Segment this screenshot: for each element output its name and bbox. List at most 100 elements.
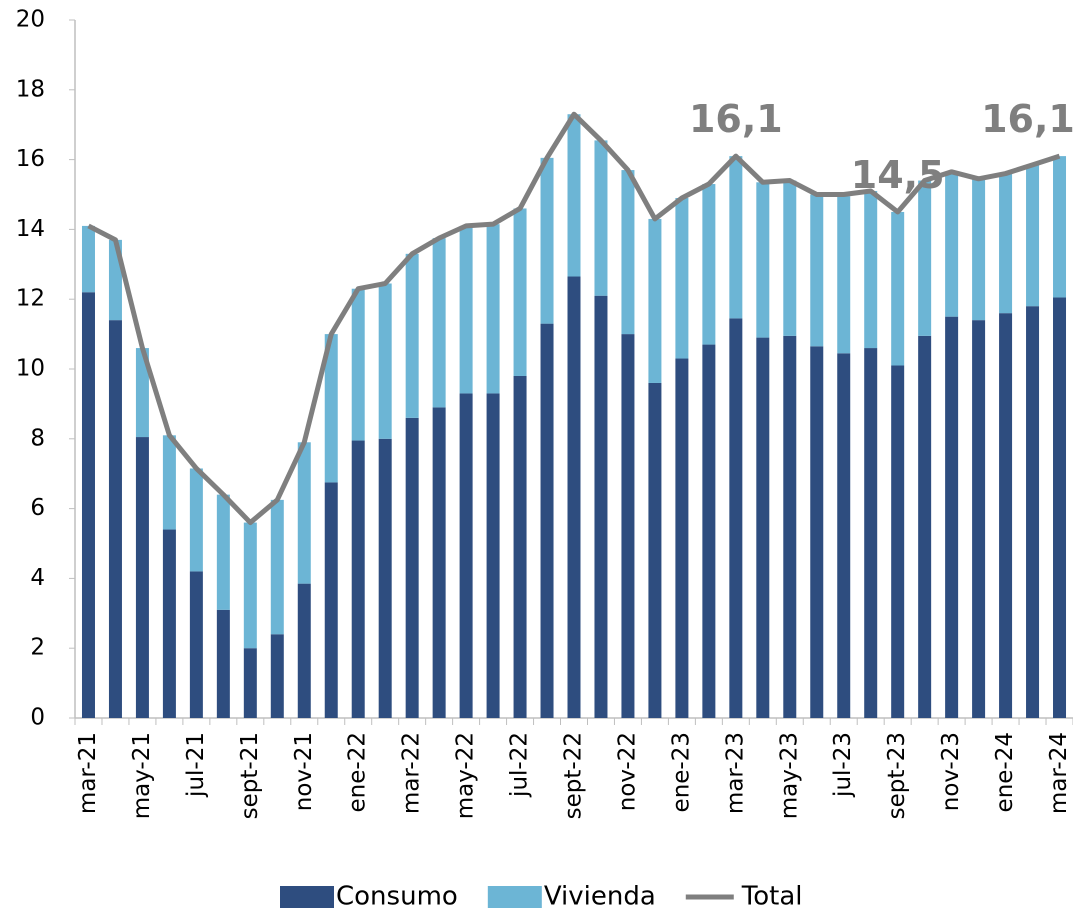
bar [270,499,284,635]
bar [162,529,176,718]
y-tick-label: 18 [16,76,45,102]
bar [216,494,230,610]
bar [783,335,797,718]
bar [918,335,932,718]
bar [378,438,392,718]
bar [432,238,446,408]
bar [216,609,230,718]
bar [189,468,203,572]
bar [837,196,851,354]
legend-label: Consumo [336,882,458,912]
bar [783,180,797,336]
bar [189,571,203,718]
bar [432,407,446,718]
legend-label: Total [741,882,803,912]
y-tick-label: 16 [16,146,45,172]
bar [405,253,419,418]
bar [459,393,473,718]
x-tick-label: sept-22 [561,732,587,819]
bar [513,208,527,376]
bar [567,276,581,718]
bar [135,437,149,718]
bar [945,316,959,718]
bar [891,365,905,718]
bar [1053,156,1067,298]
bar [324,482,338,718]
bar [756,182,770,338]
bar [81,225,95,293]
bar [243,522,257,649]
y-tick-label: 20 [16,7,45,33]
bar [999,313,1013,718]
bar [270,634,284,718]
bar [810,346,824,718]
legend-swatch [487,886,542,908]
bar [351,288,365,441]
bar [567,114,581,277]
x-tick-label: may-23 [776,732,802,819]
bar [972,178,986,321]
data-label: 14,5 [851,153,945,197]
bar [810,194,824,347]
bar [540,323,554,718]
y-tick-label: 0 [30,705,45,731]
y-tick-label: 12 [16,286,45,312]
x-tick-label: sept-21 [237,732,263,819]
x-tick-label: ene-22 [345,732,371,812]
bar [81,292,95,718]
y-tick-label: 2 [30,635,45,661]
bar [243,648,257,718]
bar [945,171,959,317]
bar [108,320,122,718]
bar [702,344,716,718]
data-label: 16,1 [981,97,1073,141]
x-tick-label: may-22 [453,732,479,819]
bar [594,295,608,718]
y-tick-label: 10 [16,356,45,382]
bar [1053,297,1067,718]
y-tick-label: 8 [30,425,45,451]
line [87,111,1061,526]
bar [1026,306,1040,718]
bar [621,334,635,718]
bar [351,440,365,718]
x-tick-label: jul-23 [830,732,856,798]
bar [729,156,743,319]
bar [837,353,851,718]
y-tick-label: 6 [30,495,45,521]
bar [162,435,176,530]
y-tick-label: 4 [30,565,45,591]
bar [540,157,554,324]
bar [729,318,743,718]
bar [756,337,770,718]
x-tick-label: jul-22 [507,732,533,798]
bar [378,283,392,439]
bar [513,375,527,718]
x-tick-label: ene-23 [668,732,694,812]
bar [648,218,662,383]
bar [324,334,338,483]
data-label: 16,1 [689,97,783,141]
bar [405,417,419,718]
bar [972,320,986,718]
bar [486,393,500,718]
bar [1026,164,1040,307]
bar [999,173,1013,314]
x-tick-label: jul-21 [183,732,209,798]
x-tick-label: mar-21 [75,732,101,814]
bar [864,191,878,349]
x-tick-label: nov-23 [938,732,964,811]
x-tick-label: mar-22 [399,732,425,814]
legend-label: Vivienda [544,882,656,912]
bar [459,225,473,394]
bar [594,140,608,296]
bar [621,170,635,335]
bar [675,197,689,359]
x-tick-label: may-21 [129,732,155,819]
x-tick-label: nov-21 [291,732,317,811]
bar [891,211,905,366]
bar [648,382,662,718]
y-tick-label: 14 [16,216,45,242]
bar [135,348,149,438]
legend-swatch [280,886,334,908]
